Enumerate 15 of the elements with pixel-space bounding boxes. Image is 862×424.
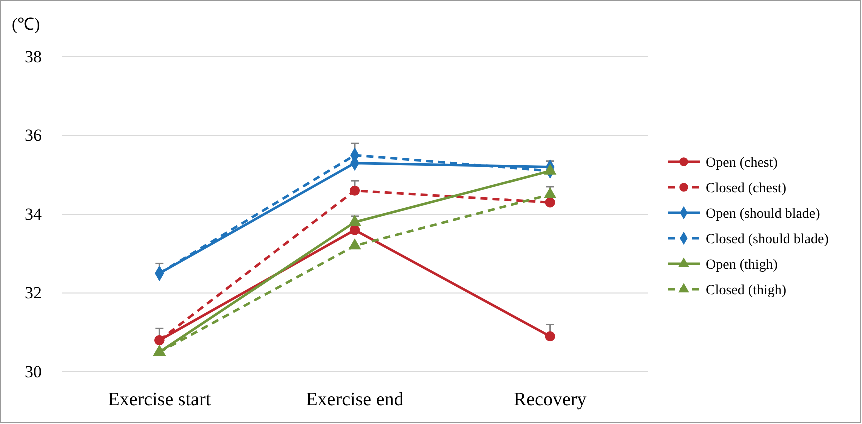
legend-label: Open (chest) bbox=[706, 156, 778, 171]
x-tick-label: Exercise start bbox=[108, 389, 212, 410]
legend-label: Closed (chest) bbox=[706, 182, 787, 196]
legend-label: Closed (should blade) bbox=[706, 232, 830, 248]
y-tick-label: 30 bbox=[25, 362, 42, 382]
legend-label: Closed (thigh) bbox=[706, 284, 787, 298]
y-axis-title: (℃) bbox=[12, 15, 40, 34]
x-tick-label: Exercise end bbox=[306, 389, 404, 410]
y-tick-label: 34 bbox=[25, 204, 42, 224]
y-tick-label: 38 bbox=[25, 47, 42, 66]
x-tick-label: Recovery bbox=[514, 389, 588, 410]
legend-label: Open (should blade) bbox=[706, 207, 821, 222]
y-tick-label: 36 bbox=[25, 126, 42, 146]
legend-label: Open (thigh) bbox=[706, 258, 778, 273]
y-tick-label: 32 bbox=[25, 284, 42, 303]
